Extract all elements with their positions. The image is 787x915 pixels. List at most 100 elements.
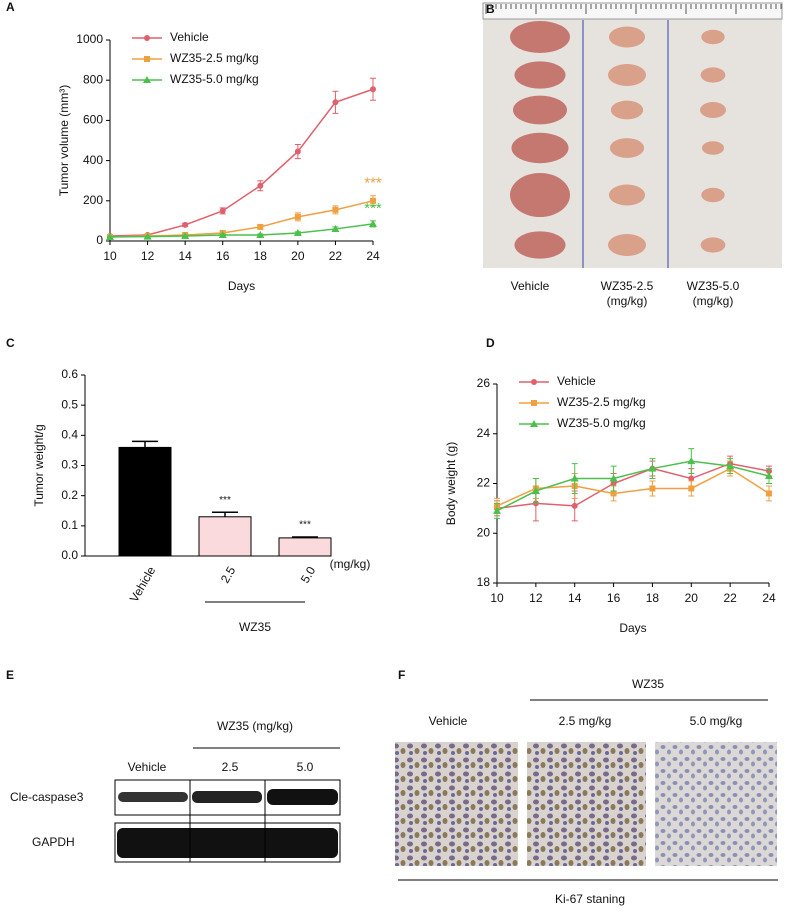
series-line xyxy=(496,467,770,507)
stain-image xyxy=(395,742,518,866)
legend-label: Vehicle xyxy=(557,374,596,388)
marker xyxy=(610,490,617,497)
x-tick-label: 22 xyxy=(723,591,737,605)
series-line xyxy=(496,460,770,512)
row-label: Cle-caspase3 xyxy=(10,790,84,804)
tumor xyxy=(609,138,645,158)
x-tick-label: 5.0 xyxy=(298,564,319,586)
error-bar xyxy=(132,440,158,448)
y-tick-label: 26 xyxy=(477,376,491,390)
annotation: *** xyxy=(364,200,382,217)
blot-band xyxy=(192,791,262,803)
x-axis-label: Days xyxy=(228,279,255,293)
x-tick-label: 18 xyxy=(646,591,660,605)
marker xyxy=(370,86,376,93)
annotation: *** xyxy=(299,520,311,531)
y-tick-label: 0.6 xyxy=(61,367,78,381)
annotation: *** xyxy=(219,495,231,506)
x-tick-label: 20 xyxy=(291,249,305,263)
marker xyxy=(648,464,657,472)
y-tick-label: 200 xyxy=(83,193,103,207)
legend-label: WZ35-2.5 mg/kg xyxy=(170,51,259,65)
x-tick-label: 14 xyxy=(178,249,192,263)
y-tick-label: 0.3 xyxy=(61,458,78,472)
lane-label: 5.0 xyxy=(297,760,314,774)
bar xyxy=(278,537,332,557)
x-axis-label: Days xyxy=(619,621,646,635)
y-tick-label: 800 xyxy=(83,72,103,86)
blot-band xyxy=(118,792,188,802)
y-tick-label: 0.0 xyxy=(61,548,78,562)
marker xyxy=(649,485,656,492)
marker xyxy=(370,197,376,204)
x-tick-label: 2.5 xyxy=(218,564,239,586)
marker xyxy=(218,230,227,238)
error-bar xyxy=(212,511,238,517)
marker xyxy=(369,219,377,227)
column-label: Vehicle xyxy=(429,714,468,728)
y-tick-label: 22 xyxy=(477,476,491,490)
ruler xyxy=(482,2,783,20)
tumor xyxy=(700,237,726,253)
blot-band xyxy=(267,789,338,805)
y-tick-label: 24 xyxy=(477,426,491,440)
column-label: 5.0 mg/kg xyxy=(690,714,743,728)
tumor xyxy=(608,26,646,48)
tumor xyxy=(610,100,644,120)
legend-marker xyxy=(530,420,538,427)
blot-band xyxy=(117,828,338,858)
group-label: WZ35 (mg/kg) xyxy=(217,719,293,733)
tumor xyxy=(608,234,646,256)
x-tick-label: 16 xyxy=(216,249,230,263)
series-line xyxy=(109,223,374,238)
legend-label: WZ35-5.0 mg/kg xyxy=(170,72,259,86)
panel-label: A xyxy=(6,0,15,14)
marker xyxy=(493,506,501,514)
y-tick-label: 0.1 xyxy=(61,518,78,532)
marker xyxy=(219,207,226,214)
tumor xyxy=(513,95,567,125)
y-tick-label: 0 xyxy=(96,233,103,247)
group-label: Vehicle xyxy=(511,279,550,293)
bar xyxy=(118,446,172,557)
x-tick-label: 24 xyxy=(366,249,380,263)
marker xyxy=(688,485,695,492)
y-tick-label: 18 xyxy=(477,575,491,589)
y-tick-label: 400 xyxy=(83,153,103,167)
legend-label: WZ35-5.0 mg/kg xyxy=(557,416,646,430)
marker xyxy=(257,223,264,230)
marker xyxy=(293,228,302,236)
legend-marker xyxy=(143,76,151,83)
panel-label: D xyxy=(486,336,495,350)
panel-label: F xyxy=(398,668,405,682)
tumor xyxy=(514,231,566,259)
y-axis-label: Tumor weight/g xyxy=(32,424,46,506)
x-tick-label: 12 xyxy=(141,249,155,263)
marker xyxy=(182,221,189,228)
marker xyxy=(294,148,301,155)
row-label: GAPDH xyxy=(32,835,75,849)
tumor xyxy=(510,173,570,217)
tumor xyxy=(701,29,725,45)
y-axis-label: Tumor volume (mm³) xyxy=(57,85,71,197)
marker xyxy=(531,486,540,494)
marker xyxy=(570,474,579,482)
y-tick-label: 0.4 xyxy=(61,428,78,442)
legend-label: WZ35-2.5 mg/kg xyxy=(557,395,646,409)
caption: Ki-67 staning xyxy=(555,892,625,906)
legend-marker xyxy=(531,400,537,406)
x-tick-label: 22 xyxy=(329,249,343,263)
marker xyxy=(257,182,264,189)
marker xyxy=(331,224,340,232)
lane-label: Vehicle xyxy=(128,760,167,774)
column-label: 2.5 mg/kg xyxy=(559,714,612,728)
marker xyxy=(143,232,152,240)
y-tick-label: 0.5 xyxy=(61,397,78,411)
x-tick-label: 12 xyxy=(529,591,543,605)
tumor xyxy=(700,67,726,83)
y-axis-label: Body weight (g) xyxy=(444,442,458,525)
bar xyxy=(198,516,252,557)
panel-label: B xyxy=(486,2,495,16)
x-tick-label: 14 xyxy=(568,591,582,605)
